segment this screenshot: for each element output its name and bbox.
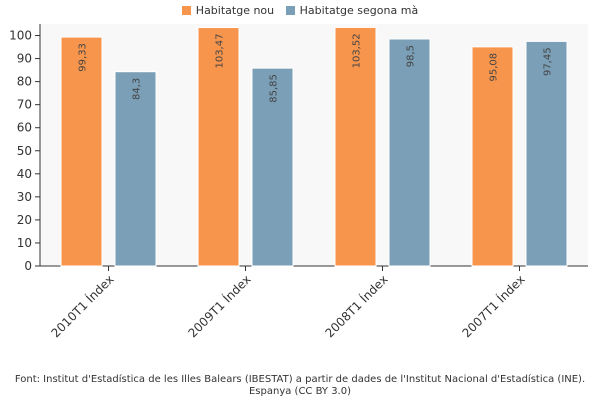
y-tick-label: 70: [17, 98, 32, 112]
source-note: Font: Institut d'Estadística de les Ille…: [14, 374, 586, 397]
bar-habitatge-nou: [60, 36, 103, 267]
bar-habitatge-segona-ma: [525, 40, 568, 267]
data-label: 85,85: [269, 74, 280, 103]
y-tick-label: 60: [17, 121, 32, 135]
bar-habitatge-segona-ma: [114, 71, 157, 267]
y-tick-label: 30: [17, 190, 32, 204]
data-label: 99,33: [78, 43, 89, 72]
legend-label-habitatge-segona-ma: Habitatge segona mà: [299, 4, 419, 17]
x-tick-label: 2008T1 Índex: [322, 272, 391, 341]
legend-label-habitatge-nou: Habitatge nou: [195, 4, 275, 17]
x-tick-label: 2010T1 Índex: [48, 272, 117, 341]
data-label: 95,08: [489, 53, 500, 82]
bar-habitatge-nou: [471, 46, 514, 267]
legend-item-habitatge-segona-ma[interactable]: Habitatge segona mà: [285, 4, 419, 17]
legend-item-habitatge-nou[interactable]: Habitatge nou: [181, 4, 275, 17]
data-label: 97,45: [543, 47, 554, 76]
y-tick-label: 50: [17, 144, 32, 158]
x-tick-label: 2007T1 Índex: [459, 272, 528, 341]
data-label: 103,47: [215, 34, 226, 69]
legend-swatch-habitatge-segona-ma: [285, 6, 295, 15]
y-tick-label: 10: [17, 236, 32, 250]
bar-habitatge-segona-ma: [388, 38, 431, 267]
y-tick-label: 40: [17, 167, 32, 181]
y-tick-label: 20: [17, 213, 32, 227]
bar-habitatge-nou: [197, 27, 240, 267]
y-tick-label: 0: [24, 259, 32, 273]
bar-habitatge-nou: [334, 26, 377, 267]
y-tick-label: 90: [17, 52, 32, 66]
chart-legend: Habitatge nou Habitatge segona mà: [0, 4, 600, 18]
data-label: 103,52: [352, 33, 363, 68]
y-tick-label: 80: [17, 75, 32, 89]
y-tick-label: 100: [9, 29, 32, 43]
data-label: 98,5: [406, 45, 417, 67]
legend-swatch-habitatge-nou: [181, 6, 191, 15]
x-tick-label: 2009T1 Índex: [185, 272, 254, 341]
data-label: 84,3: [132, 78, 143, 100]
bar-habitatge-segona-ma: [251, 67, 294, 267]
